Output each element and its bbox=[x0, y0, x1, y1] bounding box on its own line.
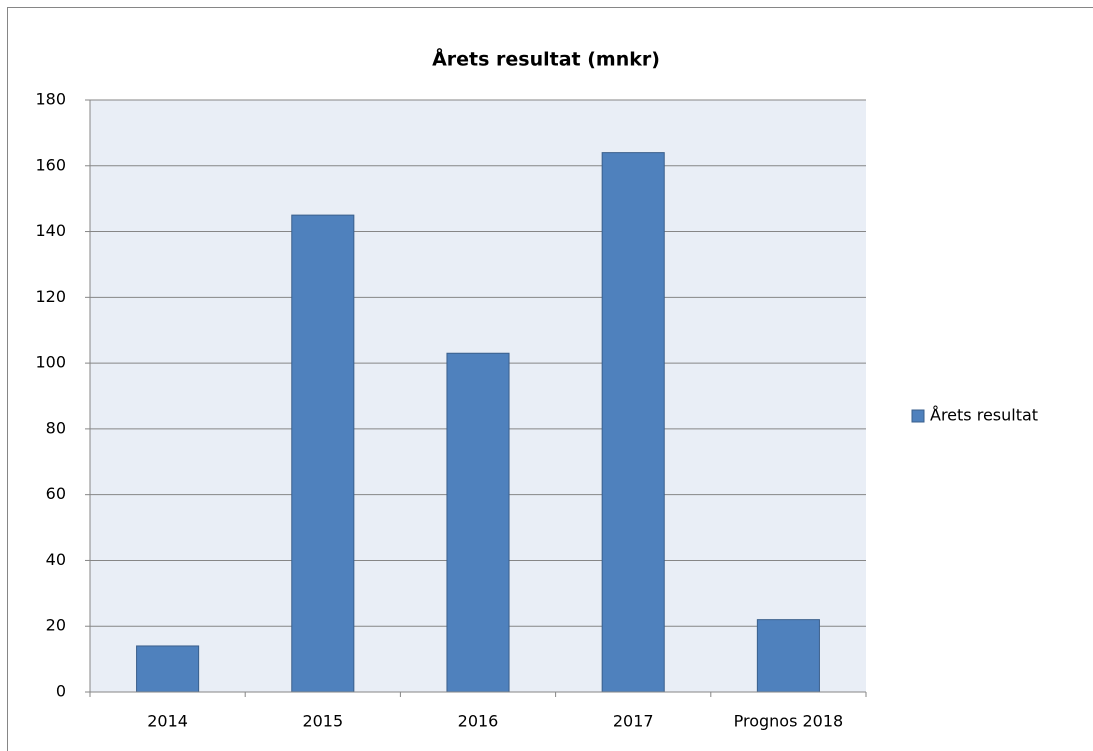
y-tick-label: 140 bbox=[35, 221, 66, 240]
x-tick-label: 2016 bbox=[458, 712, 499, 731]
bar bbox=[136, 645, 200, 693]
x-tick-label: 2017 bbox=[613, 712, 654, 731]
bar bbox=[446, 352, 510, 693]
y-tick-label: 120 bbox=[35, 287, 66, 306]
bar bbox=[291, 214, 355, 693]
y-tick-label: 20 bbox=[46, 616, 66, 635]
bar bbox=[601, 152, 665, 693]
y-tick-label: 100 bbox=[35, 353, 66, 372]
y-tick-label: 60 bbox=[46, 484, 66, 503]
y-tick-label: 180 bbox=[35, 90, 66, 109]
x-tick-label: Prognos 2018 bbox=[734, 712, 844, 731]
chart-title: Årets resultat (mnkr) bbox=[432, 47, 660, 71]
legend-swatch bbox=[911, 409, 925, 423]
y-tick-label: 160 bbox=[35, 155, 66, 174]
x-tick-label: 2014 bbox=[147, 712, 188, 731]
legend-label: Årets resultat bbox=[930, 406, 1038, 425]
bar bbox=[756, 619, 820, 693]
y-tick-label: 80 bbox=[46, 418, 66, 437]
y-tick-label: 40 bbox=[46, 550, 66, 569]
y-tick-label: 0 bbox=[56, 682, 66, 701]
x-tick-label: 2015 bbox=[302, 712, 343, 731]
